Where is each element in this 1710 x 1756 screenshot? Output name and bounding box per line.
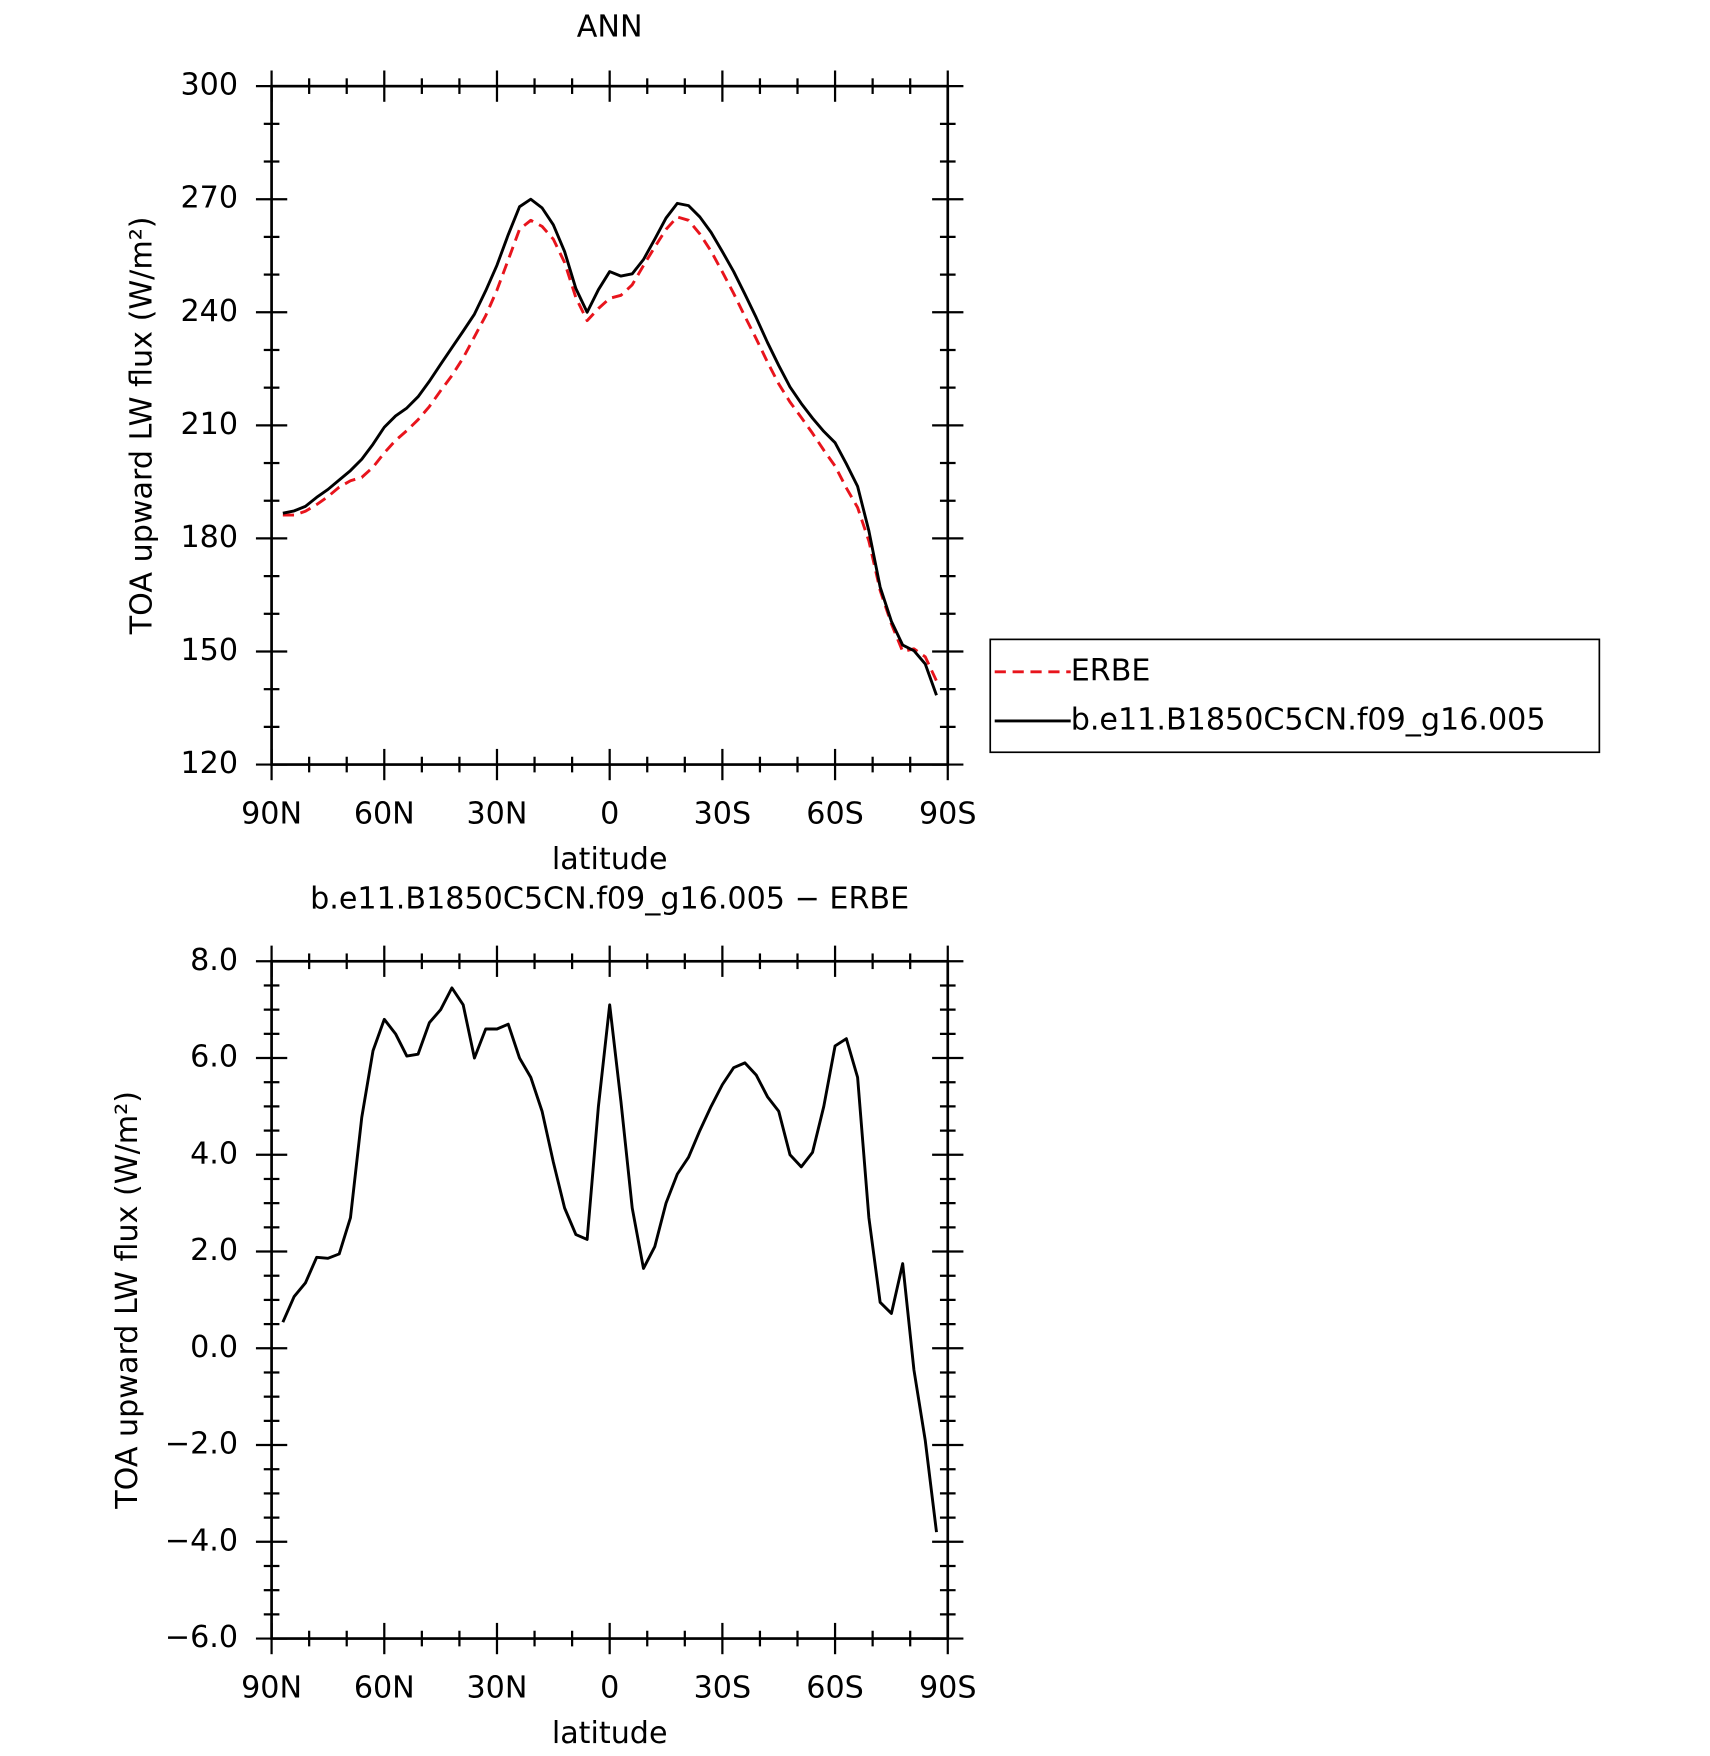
x-tick-label: 30S (694, 796, 752, 831)
y-tick-label: 210 (180, 407, 238, 442)
y-tick-label: 2.0 (190, 1233, 238, 1268)
plot-frame (270, 84, 950, 766)
y-axis-label: TOA upward LW flux (W/m²) (110, 1091, 145, 1510)
plot-frame (270, 959, 950, 1640)
x-tick-label: 30S (694, 1670, 752, 1705)
y-tick-label: 270 (180, 181, 238, 216)
x-tick-label: 30N (467, 796, 528, 831)
x-tick-label: 0 (600, 1670, 619, 1705)
x-axis-label: latitude (552, 1716, 668, 1751)
x-tick-label: 90N (241, 1670, 302, 1705)
x-tick-label: 30N (467, 1670, 528, 1705)
x-axis-label: latitude (552, 842, 668, 877)
y-tick-label: 120 (180, 746, 238, 781)
data-line (282, 215, 938, 682)
y-tick-label: 8.0 (190, 943, 238, 978)
legend-box (989, 638, 1601, 754)
data-line (281, 986, 938, 1533)
y-tick-label: 4.0 (190, 1136, 238, 1171)
legend-label: ERBE (1071, 653, 1151, 688)
chart-title: b.e11.B1850C5CN.f09_g16.005 − ERBE (310, 881, 909, 916)
x-tick-label: 60N (354, 796, 415, 831)
x-tick-label: 90N (241, 796, 302, 831)
x-tick-label: 60S (806, 796, 864, 831)
data-line (282, 197, 938, 696)
x-tick-label: 60S (806, 1670, 864, 1705)
y-tick-label: 300 (180, 68, 238, 103)
x-tick-label: 60N (354, 1670, 415, 1705)
x-tick-label: 90S (919, 796, 977, 831)
y-tick-label: −4.0 (165, 1523, 238, 1558)
y-tick-label: 240 (180, 294, 238, 329)
y-tick-label: 180 (180, 520, 238, 555)
y-tick-label: 150 (180, 633, 238, 668)
y-tick-label: −2.0 (165, 1427, 238, 1462)
y-tick-label: 6.0 (190, 1040, 238, 1075)
x-tick-label: 0 (600, 796, 619, 831)
legend-label: b.e11.B1850C5CN.f09_g16.005 (1071, 702, 1546, 737)
chart-title: ANN (577, 10, 643, 45)
x-tick-label: 90S (919, 1670, 977, 1705)
y-axis-label: TOA upward LW flux (W/m²) (125, 216, 160, 635)
y-tick-label: −6.0 (165, 1620, 238, 1655)
y-tick-label: 0.0 (190, 1330, 238, 1365)
